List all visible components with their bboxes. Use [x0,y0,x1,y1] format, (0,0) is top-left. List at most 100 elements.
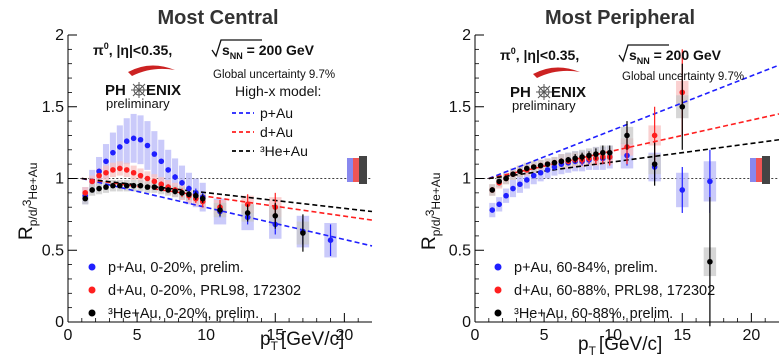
model-line [488,64,779,180]
svg-text:Rp/d/3He+Au: Rp/d/3He+Au [16,163,40,240]
data-point [537,162,544,169]
data-point [489,187,496,193]
data-point [158,158,165,165]
data-point [524,177,530,183]
x-tick-label: 15 [266,327,284,344]
global-uncertainty-boxes [347,156,367,184]
model-legend: High-x model: p+Au d+Au ³He+Au [232,83,321,159]
x-tick-label: 20 [742,327,760,344]
data-point [186,185,192,192]
logo-subtitle: preliminary [512,98,576,113]
data-point [151,151,158,157]
data-point [606,149,613,156]
data-point [244,210,251,216]
x-tick-label: 10 [604,327,622,344]
y-tick-label: 1 [462,171,471,188]
model-legend-title: High-x model: [235,83,321,99]
data-point [123,182,130,189]
star-icon [131,82,147,98]
data-point [117,165,123,172]
data-point [624,132,630,139]
data-point [130,169,137,176]
data-point [579,154,585,160]
y-tick-label: 1.5 [42,99,64,116]
x-tick-label: 0 [471,327,480,344]
data-point [110,182,116,189]
data-point [130,135,137,142]
svg-text:π0, |η|<0.35,: π0, |η|<0.35, [93,41,172,58]
model-line [81,177,373,247]
x-tick-label: 5 [540,327,549,344]
svg-text:pT[GeV/c]: pT [GeV/c] [260,329,344,353]
model-line [488,138,779,180]
data-point [117,144,123,150]
data-point [510,185,516,192]
data-point [172,188,178,195]
data-point [110,149,116,156]
panel-most-central: Most Central 00.511.520 5 10 15 20 Rp/d/3He+… [16,7,373,353]
data-point [572,155,578,162]
data-point [103,158,109,165]
data-point [144,142,151,149]
data-point [117,182,123,189]
data-point [179,180,185,186]
data-point [551,164,558,170]
panel-title: Most Central [157,7,278,29]
data-point [123,167,130,173]
data-point [651,132,658,139]
legend-entry-HeAu: ³He+Au, 60-88%, prelim. [514,306,673,322]
data-point [199,195,206,202]
global-uncertainty: Global uncertainty 9.7% [213,69,335,81]
data-point [165,187,171,193]
data-point [558,158,565,165]
svg-text:π0, |η|<0.35,: π0, |η|<0.35, [500,46,579,63]
panel-most-peripheral: Most Peripheral 00.511.520 5 10 15 20 Rp/d/3… [419,7,779,358]
data-point [123,138,130,144]
data-point [144,175,151,182]
data-point [565,157,572,163]
data-legend: p+Au, 60-84%, prelim. d+Au, 60-88%, PRL9… [494,260,715,322]
data-point [524,165,530,172]
data-point [151,178,158,185]
condition-label: π0, |η|<0.35, sNN = 200 GeV [500,44,722,66]
data-point [496,178,502,185]
y-tick-label: 1.5 [449,99,471,116]
data-point [544,167,551,173]
legend-entry-HeAu: ³He+Au, 0-20%, prelim. [108,306,259,322]
data-point [89,187,95,193]
data-point [137,136,144,143]
data-point [96,168,102,175]
star-icon [536,84,552,100]
legend-entry-dAu: d+Au, 0-20%, PRL98, 172302 [108,283,301,299]
x-tick-label: 5 [133,327,142,344]
y-tick-label: 0 [55,314,64,331]
x-tick-label: 10 [197,327,215,344]
data-point [544,161,551,167]
data-point [593,151,599,157]
model-legend-entry: ³He+Au [260,143,308,159]
data-legend: p+Au, 0-20%, prelim. d+Au, 0-20%, PRL98,… [88,260,301,322]
data-point [89,178,95,185]
data-point [551,159,558,166]
x-tick-label: 20 [335,327,353,344]
x-tick-label: 0 [64,327,73,344]
data-point [193,192,199,199]
data-point [130,182,137,189]
plot-area: 00.511.520 5 10 15 20 [42,27,373,344]
model-line [81,177,373,213]
model-line [488,113,779,180]
data-point [82,195,89,202]
data-point [679,103,686,110]
condition-label: π0, |η|<0.35, sNN = 200 GeV [93,39,315,61]
plot-area: 00.511.520 5 10 15 20 [449,27,779,344]
data-point [503,192,509,199]
y-axis-label: Rp/d/3He+Au [16,163,40,240]
data-point [172,174,178,180]
data-point [158,181,165,188]
data-point [144,184,151,190]
y-tick-label: 1 [55,171,64,188]
data-point [96,172,102,179]
data-point [496,201,502,208]
data-point [110,167,116,173]
